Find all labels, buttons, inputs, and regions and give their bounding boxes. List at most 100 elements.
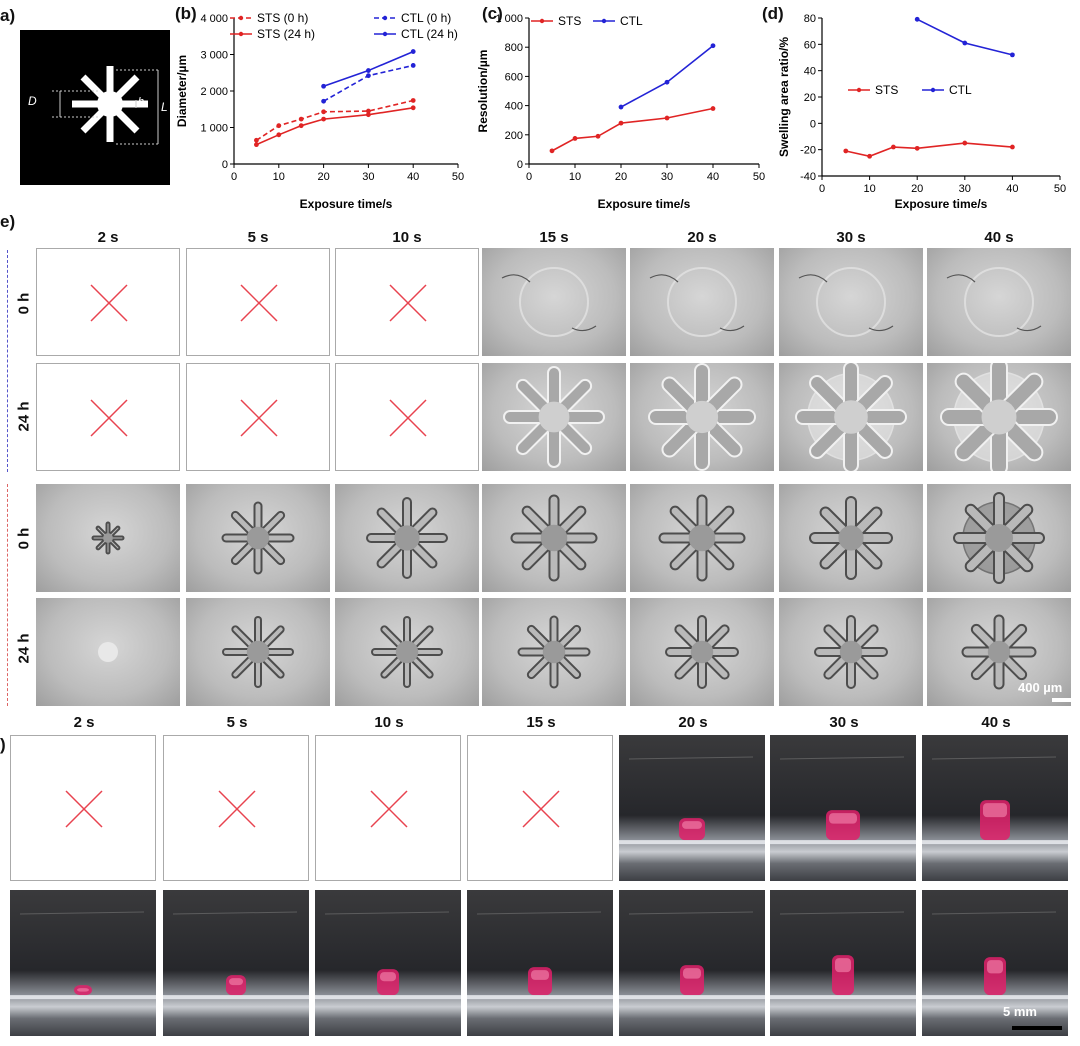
data-point (664, 115, 670, 121)
photo-cell (619, 890, 765, 1036)
legend-marker (856, 87, 862, 93)
time-label-f: 40 s (981, 714, 1011, 731)
data-point (618, 120, 624, 126)
not-formed-cross-icon (90, 399, 128, 437)
glass-reflection (628, 911, 754, 915)
time-label-e: 2 s (97, 229, 119, 246)
micrograph-empty-cell (36, 248, 180, 356)
star-shape (953, 492, 1045, 584)
hydrogel-star-image (961, 614, 1037, 690)
faint-gel-outline-image (649, 267, 745, 337)
photo-cell (315, 890, 461, 1036)
gel-outline (667, 267, 737, 337)
y-tick-label: -40 (800, 171, 816, 183)
micrograph-cell (927, 484, 1071, 592)
star-shape (222, 616, 294, 688)
time-label-e: 5 s (247, 229, 269, 246)
glass-reflection (779, 911, 905, 915)
y-tick-label: 0 (517, 159, 523, 171)
row-label-sts-0h: 0 h (15, 527, 33, 550)
data-point (276, 123, 282, 129)
not-formed-cross-icon (240, 399, 278, 437)
cross-stroke (389, 399, 427, 437)
photo-empty-cell (315, 735, 461, 881)
x-tick-label: 50 (1054, 183, 1066, 195)
platform-edge (163, 995, 309, 1000)
photo-cell (10, 890, 156, 1036)
debris (946, 274, 1042, 332)
not-formed-cross-icon (65, 790, 103, 828)
panel-label-d: (d) (762, 4, 784, 23)
debris (501, 274, 597, 332)
printed-gel-photo (619, 756, 765, 845)
hydrogel-star-image (809, 496, 893, 580)
faint-gel-outline-image (946, 267, 1042, 337)
data-point (410, 49, 416, 54)
ctl-group-separator (7, 250, 8, 472)
gel-outline (519, 267, 589, 337)
data-point (366, 108, 371, 114)
platform-edge (770, 995, 916, 1000)
micrograph-cell (779, 248, 923, 356)
time-label-f: 2 s (73, 714, 95, 731)
micrograph-cell (335, 484, 479, 592)
hydrogel-star-image (221, 501, 295, 575)
l-label: L (161, 100, 168, 114)
x-tick-label: 50 (452, 171, 464, 183)
faint-gel-outline-image (798, 267, 894, 337)
star-core (538, 401, 570, 433)
x-tick-label: 0 (231, 171, 237, 183)
x-axis-label: Exposure time/s (300, 197, 393, 211)
data-point (549, 148, 555, 154)
legend-label: CTL (949, 83, 972, 97)
star-shape (91, 521, 125, 555)
star-core (98, 642, 118, 662)
cross-stroke (240, 399, 278, 437)
panel-label-e: e) (0, 212, 16, 231)
hydrogel-star-image (648, 363, 756, 471)
data-point (366, 112, 371, 118)
star-shape (510, 494, 598, 582)
y-tick-label: 1 000 (495, 13, 523, 25)
photo-cell (467, 890, 613, 1036)
not-formed-cross-icon (370, 790, 408, 828)
star-shape (366, 497, 448, 579)
data-point (254, 137, 259, 143)
gel-highlight (829, 813, 857, 824)
micrograph-cell (482, 484, 626, 592)
data-point (410, 105, 416, 111)
printed-gel-photo (619, 911, 765, 1000)
x-tick-label: 10 (273, 171, 285, 183)
series-line (620, 45, 714, 108)
cross-stroke (370, 790, 408, 828)
hydrogel-star-image (953, 492, 1045, 584)
gel-outline (964, 267, 1034, 337)
legend-label: CTL (0 h) (401, 11, 451, 25)
y-tick-label: 3 000 (200, 50, 228, 62)
cross-stroke (522, 790, 560, 828)
time-label-e: 10 s (392, 229, 422, 246)
diameter-chart: 0 10 20 30 40 50 0 1 000 2 000 3 000 4 000 Exposure… (172, 6, 472, 212)
data-point (298, 123, 304, 129)
micrograph-cell (630, 248, 774, 356)
data-point (276, 132, 282, 138)
micrograph-empty-cell (186, 248, 330, 356)
platform-edge (315, 995, 461, 1000)
star-core (540, 524, 568, 552)
gel-highlight (983, 803, 1007, 818)
sts-group-separator (7, 484, 8, 706)
not-formed-cross-icon (389, 399, 427, 437)
cross-stroke (65, 790, 103, 828)
data-point (618, 104, 624, 110)
hydrogel-star-image (222, 616, 294, 688)
glass-reflection (931, 911, 1057, 915)
photo-empty-cell (163, 735, 309, 881)
chart-svg: 0 10 20 30 40 50 -40 -20 0 20 40 60 80 Exposure time/… (777, 13, 1066, 211)
time-label-e: 15 s (539, 229, 569, 246)
glass-reflection (19, 911, 145, 915)
micrograph-cell (482, 248, 626, 356)
micrograph-cell (186, 598, 330, 706)
row-label-ctl-24h: 24 h (15, 401, 33, 432)
cross-stroke (240, 284, 278, 322)
x-tick-label: 20 (911, 183, 923, 195)
